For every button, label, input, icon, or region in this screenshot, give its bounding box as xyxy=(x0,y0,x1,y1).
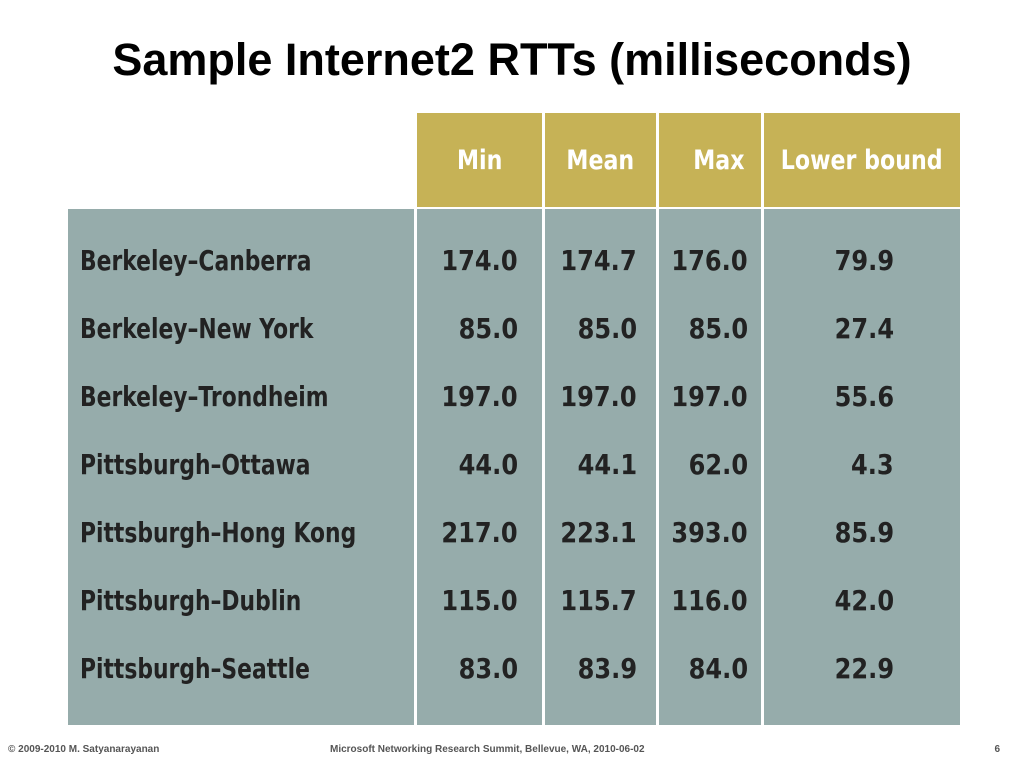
row-label: Pittsburgh–Ottawa xyxy=(80,448,311,481)
row-label: Pittsburgh–Seattle xyxy=(80,652,310,685)
cell-lower-bound: 22.9 xyxy=(834,652,894,685)
cell-max: 62.0 xyxy=(688,448,748,481)
cell-lower-bound: 79.9 xyxy=(834,244,894,277)
cell-min: 174.0 xyxy=(441,244,518,277)
header-max-label: Max xyxy=(693,144,745,176)
footer-page-number: 6 xyxy=(994,744,1000,755)
cell-min: 44.0 xyxy=(458,448,518,481)
cell-lower-bound: 4.3 xyxy=(851,448,894,481)
min-column-block xyxy=(417,209,542,725)
header-mean: Mean xyxy=(545,113,656,207)
footer-event: Microsoft Networking Research Summit, Be… xyxy=(330,744,645,755)
cell-mean: 44.1 xyxy=(577,448,637,481)
cell-mean: 174.7 xyxy=(560,244,637,277)
cell-mean: 197.0 xyxy=(560,380,637,413)
cell-min: 115.0 xyxy=(441,584,518,617)
lower-bound-column-block xyxy=(764,209,960,725)
cell-mean: 83.9 xyxy=(577,652,637,685)
cell-lower-bound: 42.0 xyxy=(834,584,894,617)
cell-min: 217.0 xyxy=(441,516,518,549)
slide-title: Sample Internet2 RTTs (milliseconds) xyxy=(112,34,912,85)
cell-max: 116.0 xyxy=(671,584,748,617)
cell-mean: 223.1 xyxy=(560,516,637,549)
row-label: Berkeley–Canberra xyxy=(80,244,312,277)
cell-max: 176.0 xyxy=(671,244,748,277)
cell-max: 84.0 xyxy=(688,652,748,685)
header-mean-label: Mean xyxy=(566,144,635,176)
footer-copyright: © 2009-2010 M. Satyanarayanan xyxy=(8,744,160,755)
cell-max: 85.0 xyxy=(688,312,748,345)
header-lower-bound-label: Lower bound xyxy=(781,144,943,176)
header-min: Min xyxy=(417,113,542,207)
mean-column-block xyxy=(545,209,656,725)
max-column-block xyxy=(659,209,761,725)
cell-min: 197.0 xyxy=(441,380,518,413)
row-label: Pittsburgh–Hong Kong xyxy=(80,516,357,549)
row-label: Berkeley–New York xyxy=(80,312,314,345)
cell-max: 393.0 xyxy=(671,516,748,549)
header-min-label: Min xyxy=(456,144,503,176)
row-label: Pittsburgh–Dublin xyxy=(80,584,302,617)
cell-lower-bound: 85.9 xyxy=(834,516,894,549)
cell-lower-bound: 55.6 xyxy=(834,380,894,413)
label-column-block xyxy=(68,209,414,725)
cell-mean: 115.7 xyxy=(560,584,637,617)
cell-max: 197.0 xyxy=(671,380,748,413)
header-lower-bound: Lower bound xyxy=(764,113,960,207)
cell-mean: 85.0 xyxy=(577,312,637,345)
cell-lower-bound: 27.4 xyxy=(834,312,894,345)
row-label: Berkeley–Trondheim xyxy=(80,380,329,413)
header-max: Max xyxy=(659,113,761,207)
cell-min: 83.0 xyxy=(458,652,518,685)
cell-min: 85.0 xyxy=(458,312,518,345)
